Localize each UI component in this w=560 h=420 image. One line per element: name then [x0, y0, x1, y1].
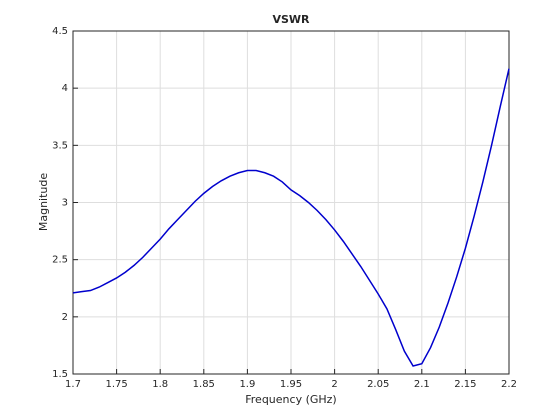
x-tick-label: 1.7 — [65, 379, 81, 390]
x-tick-label: 2 — [331, 379, 337, 390]
x-tick-label: 2.2 — [501, 379, 517, 390]
x-tick-label: 1.95 — [280, 379, 302, 390]
y-tick-label: 4 — [62, 83, 68, 94]
y-tick-label: 2.5 — [52, 255, 68, 266]
y-axis-label: Magnitude — [37, 173, 50, 232]
chart-title: VSWR — [272, 13, 310, 26]
y-tick-label: 3.5 — [52, 140, 68, 151]
x-tick-label: 1.9 — [239, 379, 255, 390]
x-tick-label: 1.75 — [105, 379, 127, 390]
x-tick-label: 2.15 — [454, 379, 476, 390]
line-series — [72, 68, 510, 367]
y-tick-label: 4.5 — [52, 26, 68, 37]
y-tick-label: 2 — [62, 312, 68, 323]
x-tick-label: 2.1 — [414, 379, 430, 390]
y-tick-label: 3 — [62, 198, 68, 209]
plot-frame — [72, 30, 510, 375]
x-tick-label: 1.85 — [193, 379, 215, 390]
x-tick-label: 1.8 — [152, 379, 168, 390]
x-tick-label: 2.05 — [367, 379, 389, 390]
y-tick-label: 1.5 — [52, 369, 68, 380]
x-axis-label: Frequency (GHz) — [245, 393, 336, 406]
